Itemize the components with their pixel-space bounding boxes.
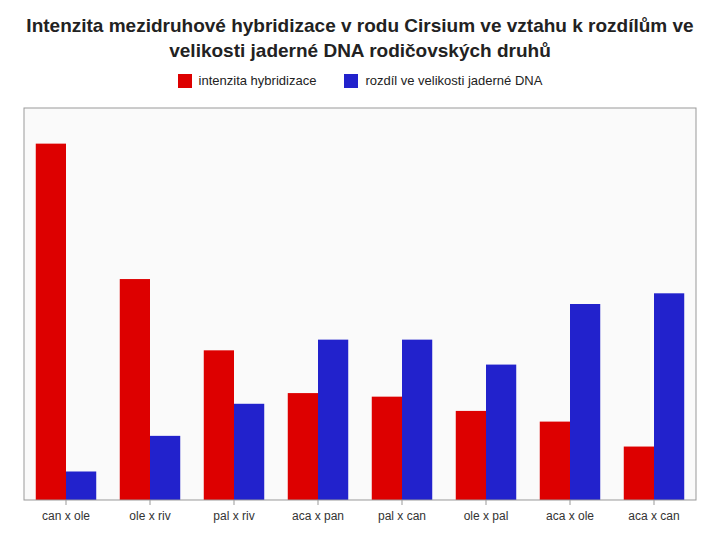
tick-label: aca x pan: [292, 509, 344, 523]
bar: [318, 340, 348, 500]
legend-label: rozdíl ve velikosti jaderné DNA: [365, 73, 542, 88]
bar: [234, 404, 264, 500]
tick: [486, 500, 487, 505]
legend-label: intenzita hybridizace: [199, 73, 317, 88]
bar: [402, 340, 432, 500]
bar: [120, 279, 150, 500]
bars: [36, 144, 684, 500]
header: Intenzita mezidruhové hybridizace v rodu…: [0, 0, 720, 96]
bar: [654, 294, 684, 501]
tick: [654, 500, 655, 505]
bar: [288, 393, 318, 500]
bar: [570, 304, 600, 500]
tick: [150, 500, 151, 505]
tick-label: ole x pal: [464, 509, 509, 523]
legend-item: intenzita hybridizace: [178, 73, 317, 88]
bar: [66, 472, 96, 501]
bar: [36, 144, 66, 500]
tick-label: pal x can: [378, 509, 426, 523]
tick: [402, 500, 403, 505]
tick-label: aca x can: [628, 509, 679, 523]
tick-label: pal x riv: [213, 509, 254, 523]
legend: intenzita hybridizace rozdíl ve velikosti…: [24, 73, 696, 88]
tick: [66, 500, 67, 505]
tick: [570, 500, 571, 505]
legend-item: rozdíl ve velikosti jaderné DNA: [344, 73, 542, 88]
tick: [318, 500, 319, 505]
tick-label: aca x ole: [546, 509, 594, 523]
tick-label: ole x riv: [129, 509, 170, 523]
x-axis: can x ole ole x riv pal x riv aca x pan pal …: [42, 500, 680, 523]
bar: [204, 351, 234, 501]
bar: [372, 397, 402, 500]
tick-label: can x ole: [42, 509, 90, 523]
plot-frame: [24, 108, 696, 500]
bar: [624, 447, 654, 500]
title: Intenzita mezidruhové hybridizace v rodu…: [24, 14, 696, 63]
tick: [234, 500, 235, 505]
legend-swatch: [178, 74, 192, 88]
bar: [540, 422, 570, 500]
legend-swatch: [344, 74, 358, 88]
chart: can x ole ole x riv pal x riv aca x pan pal …: [0, 96, 720, 540]
plot-background: [24, 108, 696, 500]
bar: [150, 436, 180, 500]
bar: [456, 411, 486, 500]
bar: [486, 365, 516, 500]
